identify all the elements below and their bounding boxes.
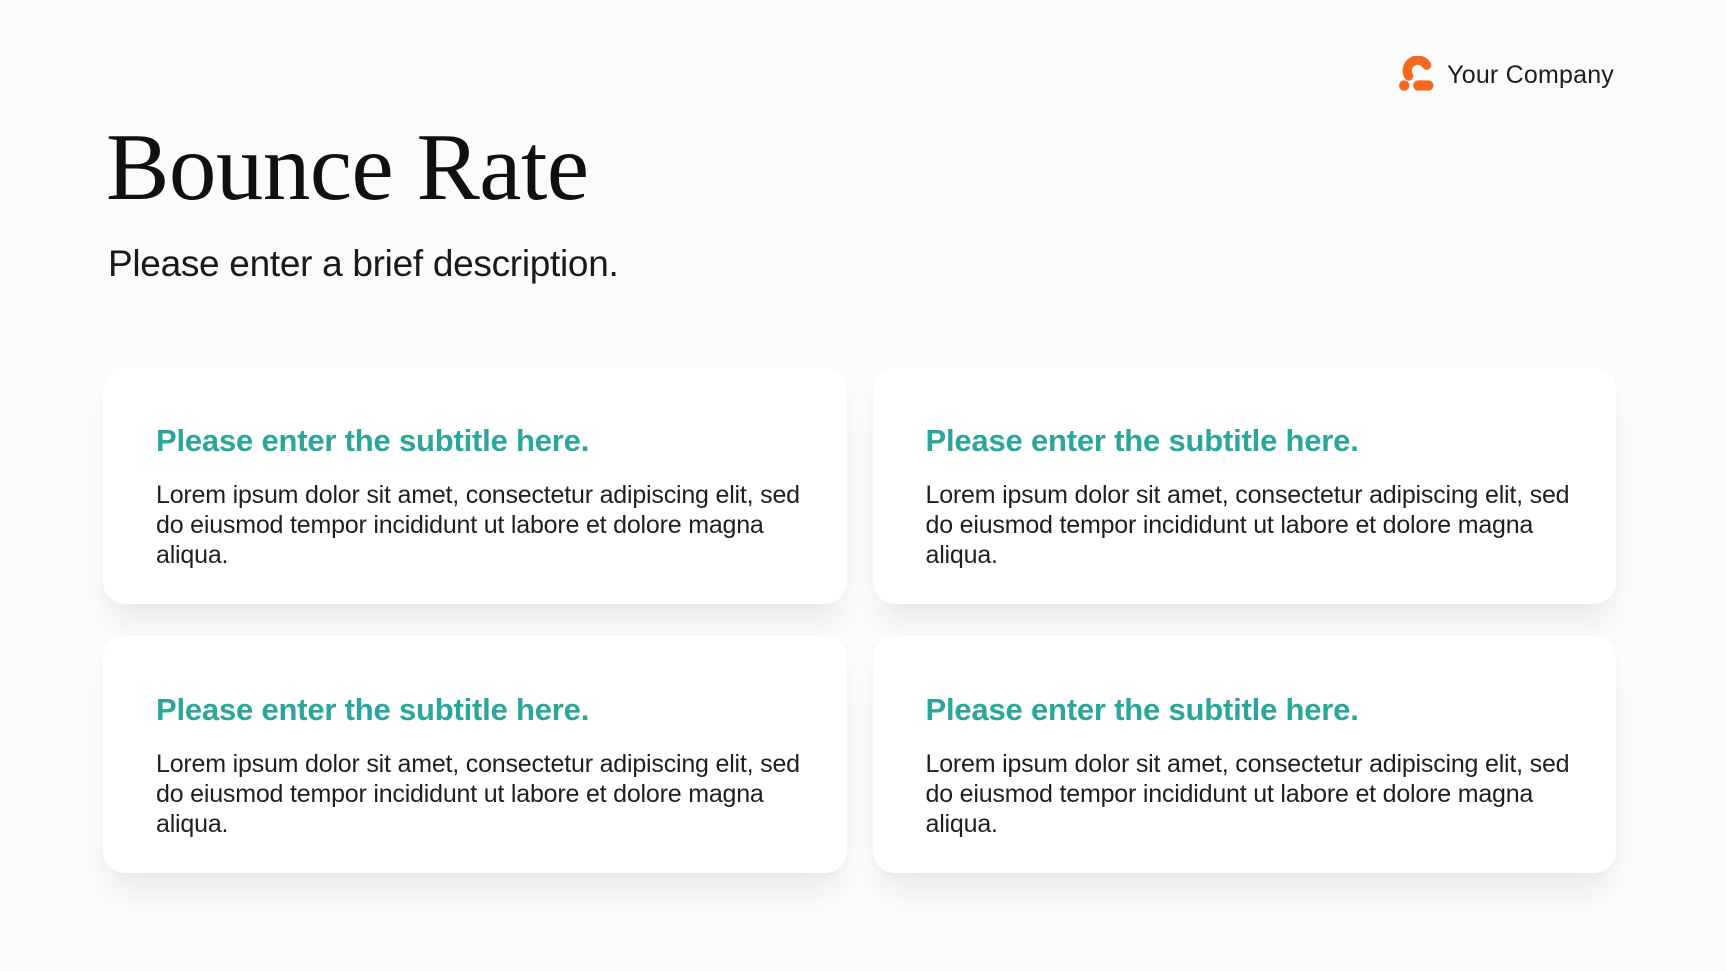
card-body: Lorem ipsum dolor sit amet, consectetur … bbox=[925, 481, 1570, 569]
cards-grid: Please enter the subtitle here. Lorem ip… bbox=[103, 367, 1616, 873]
card-body: Lorem ipsum dolor sit amet, consectetur … bbox=[156, 750, 800, 838]
info-card: Please enter the subtitle here. Lorem ip… bbox=[103, 367, 847, 604]
card-subtitle: Please enter the subtitle here. bbox=[925, 692, 1359, 727]
info-card: Please enter the subtitle here. Lorem ip… bbox=[872, 636, 1616, 873]
info-card: Please enter the subtitle here. Lorem ip… bbox=[872, 367, 1616, 604]
brand: Your Company bbox=[1397, 56, 1614, 95]
info-card: Please enter the subtitle here. Lorem ip… bbox=[103, 636, 847, 873]
page-title: Bounce Rate bbox=[106, 114, 589, 220]
brand-name: Your Company bbox=[1447, 61, 1614, 89]
card-body: Lorem ipsum dolor sit amet, consectetur … bbox=[156, 481, 800, 569]
page-description: Please enter a brief description. bbox=[108, 243, 619, 284]
card-subtitle: Please enter the subtitle here. bbox=[156, 692, 590, 727]
card-subtitle: Please enter the subtitle here. bbox=[925, 423, 1359, 458]
company-logo-icon bbox=[1399, 56, 1434, 91]
card-subtitle: Please enter the subtitle here. bbox=[156, 423, 590, 458]
card-body: Lorem ipsum dolor sit amet, consectetur … bbox=[925, 750, 1570, 838]
